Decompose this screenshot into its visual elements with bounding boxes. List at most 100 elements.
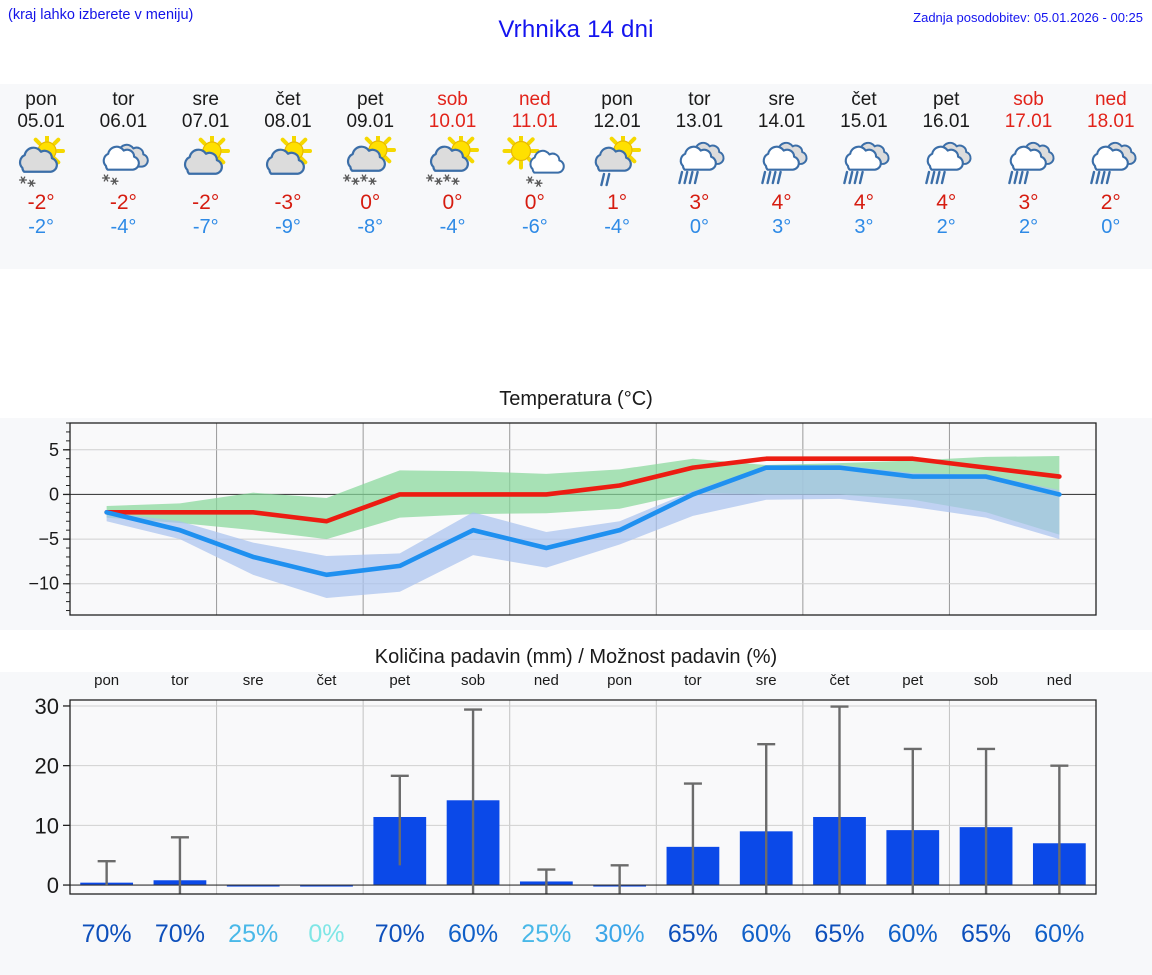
cloud-rain-icon xyxy=(746,136,818,188)
precip-probability-label: 60% xyxy=(741,920,792,948)
precip-day-label: sob xyxy=(973,672,999,689)
sun-cloud-snow-light-icon xyxy=(499,136,571,188)
precipitation-chart-title: Količina padavin (mm) / Možnost padavin … xyxy=(374,646,778,668)
day-name: ned xyxy=(1094,89,1127,110)
day-date: 13.01 xyxy=(675,111,724,132)
day-column[interactable]: ned 11.01 0° -6° xyxy=(494,84,576,269)
day-name: pon xyxy=(601,89,633,110)
day-max-temp: 4° xyxy=(771,191,792,214)
day-date: 09.01 xyxy=(346,111,395,132)
precip-probability-label: 65% xyxy=(667,920,718,948)
cloud-rain-icon xyxy=(993,136,1065,188)
last-updated-text: Zadnja posodobitev: 05.01.2026 - 00:25 xyxy=(913,10,1143,25)
precip-day-label: pon xyxy=(607,672,633,689)
precip-probability-label: 70% xyxy=(154,920,205,948)
day-min-temp: 3° xyxy=(772,216,792,238)
precip-probability-label: 25% xyxy=(521,920,572,948)
sun-cloud-icon xyxy=(170,136,242,188)
page-header: (kraj lahko izberete v meniju) Vrhnika 1… xyxy=(0,0,1152,60)
day-column[interactable]: pon 05.01 -2° -2° xyxy=(0,84,82,269)
precipitation-probability-row: 70% 70% 25% 0% 70% 60% 25% 30% 65% 60% 65% 60% 65% 60… xyxy=(70,920,1096,960)
day-min-temp: 2° xyxy=(936,216,956,238)
precip-probability-label: 25% xyxy=(228,920,279,948)
precip-bar xyxy=(226,885,280,887)
precip-probability-label: 65% xyxy=(960,920,1012,948)
sun-cloud-snow-heavy-icon xyxy=(417,136,489,188)
precip-day-label: sre xyxy=(242,672,264,689)
day-name: tor xyxy=(688,89,711,110)
day-name: sre xyxy=(768,89,795,110)
day-min-temp: -9° xyxy=(275,216,301,238)
day-min-temp: 0° xyxy=(689,216,709,238)
day-date: 07.01 xyxy=(181,111,230,132)
svg-text:−5: −5 xyxy=(38,529,59,549)
cloud-snow-icon xyxy=(87,136,159,188)
day-column[interactable]: sob 17.01 3° 2° xyxy=(987,84,1069,269)
precip-day-label: pet xyxy=(389,672,411,689)
day-date: 10.01 xyxy=(428,111,477,132)
day-name: ned xyxy=(518,89,551,110)
precip-day-label: ned xyxy=(533,672,559,689)
cloud-rain-icon xyxy=(663,136,735,188)
temperature-plot-area: 5 0 −5 −10 xyxy=(0,418,1152,630)
day-max-temp: 3° xyxy=(1018,191,1039,214)
svg-text:10: 10 xyxy=(35,813,59,838)
day-column[interactable]: pon 12.01 1° -4° xyxy=(576,84,658,269)
day-max-temp: 4° xyxy=(936,191,957,214)
day-column[interactable]: sre 14.01 4° 3° xyxy=(741,84,823,269)
precipitation-day-labels: pon tor sre čet pet sob ned pon tor sre čet pet sob n… xyxy=(70,672,1096,696)
day-column[interactable]: sob 10.01 0° -4° xyxy=(411,84,493,269)
sun-cloud-snow-icon xyxy=(5,136,77,188)
day-column[interactable]: sre 07.01 -2° -7° xyxy=(165,84,247,269)
page-title: Vrhnika 14 dni xyxy=(498,16,654,43)
precip-day-label: čet xyxy=(829,672,850,689)
day-column[interactable]: tor 06.01 -2° -4° xyxy=(82,84,164,269)
day-column[interactable]: čet 15.01 4° 3° xyxy=(823,84,905,269)
cloud-rain-icon xyxy=(910,136,982,188)
precip-probability-label: 70% xyxy=(81,920,132,948)
cloud-rain-icon xyxy=(828,136,900,188)
day-name: sob xyxy=(437,89,468,110)
precip-day-label: čet xyxy=(316,672,337,689)
day-max-temp: 0° xyxy=(442,191,463,214)
day-column[interactable]: tor 13.01 3° 0° xyxy=(658,84,740,269)
day-date: 15.01 xyxy=(840,111,888,132)
day-date: 17.01 xyxy=(1004,111,1053,132)
day-date: 05.01 xyxy=(17,111,65,132)
day-column[interactable]: pet 16.01 4° 2° xyxy=(905,84,987,269)
precipitation-plot-area: pon tor sre čet pet sob ned pon tor sre čet pet sob n… xyxy=(0,672,1152,975)
day-column[interactable]: pet 09.01 0° -8° xyxy=(329,84,411,269)
precip-probability-label: 65% xyxy=(814,920,865,948)
daily-forecast-strip: pon 05.01 -2° -2° tor 06.01 -2° -4° sre 07.01 -2° -… xyxy=(0,84,1152,269)
svg-text:0: 0 xyxy=(49,484,59,504)
sun-cloud-snow-heavy-icon xyxy=(334,136,406,188)
precip-day-label: pet xyxy=(902,672,924,689)
day-min-temp: -4° xyxy=(604,216,630,238)
svg-text:30: 30 xyxy=(35,694,59,719)
day-name: pon xyxy=(25,89,57,110)
day-min-temp: -2° xyxy=(28,216,55,238)
day-max-temp: 0° xyxy=(524,191,545,214)
precip-day-label: sre xyxy=(755,672,777,689)
svg-text:−10: −10 xyxy=(28,574,59,594)
day-name: pet xyxy=(357,89,384,110)
day-max-temp: -3° xyxy=(274,191,302,214)
day-min-temp: -4° xyxy=(110,216,137,238)
day-date: 11.01 xyxy=(511,111,558,132)
day-max-temp: -2° xyxy=(192,191,220,214)
day-column[interactable]: čet 08.01 -3° -9° xyxy=(247,84,329,269)
day-min-temp: -6° xyxy=(521,216,548,238)
day-max-temp: 4° xyxy=(853,191,874,214)
precip-day-label: tor xyxy=(684,672,702,689)
precip-probability-label: 0% xyxy=(308,920,345,948)
day-max-temp: 0° xyxy=(360,191,381,214)
precip-day-label: tor xyxy=(171,672,189,689)
precip-probability-label: 30% xyxy=(594,920,645,948)
temperature-chart-title: Temperatura (°C) xyxy=(499,388,653,410)
precipitation-chart-block: Količina padavin (mm) / Možnost padavin … xyxy=(0,640,1152,975)
svg-text:20: 20 xyxy=(35,754,59,779)
day-column[interactable]: ned 18.01 2° 0° xyxy=(1070,84,1152,269)
day-date: 08.01 xyxy=(264,111,312,132)
day-date: 06.01 xyxy=(99,111,148,132)
day-max-temp: 3° xyxy=(689,191,710,214)
